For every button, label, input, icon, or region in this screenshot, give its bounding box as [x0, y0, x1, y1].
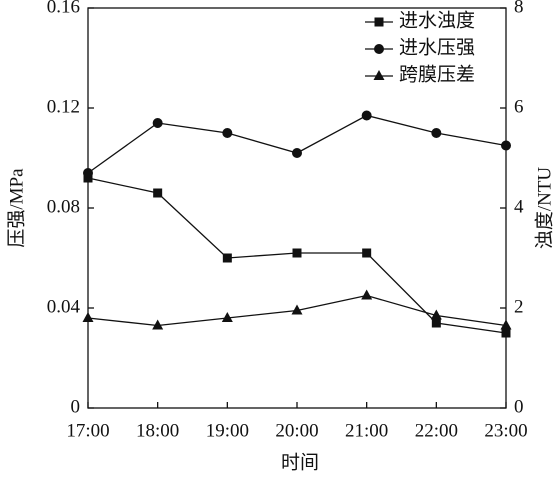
marker-circle: [374, 44, 384, 54]
legend-label: 跨膜压差: [399, 63, 475, 85]
y2-tick-label: 0: [514, 396, 524, 417]
y-tick-label: 0: [71, 396, 81, 417]
y-tick-label: 0.12: [47, 96, 80, 117]
marker-triangle: [361, 289, 373, 300]
y-axis-label: 压强/MPa: [6, 168, 27, 248]
marker-circle: [501, 140, 511, 151]
y2-tick-label: 6: [514, 96, 524, 117]
marker-triangle: [221, 312, 233, 322]
marker-triangle: [152, 319, 164, 330]
x-tick-label: 18:00: [136, 420, 179, 441]
marker-triangle: [430, 309, 442, 320]
y2-tick-label: 2: [514, 296, 524, 317]
marker-square: [292, 248, 302, 258]
marker-circle: [83, 168, 93, 178]
x-tick-label: 19:00: [206, 420, 249, 441]
y2-axis-label: 浊度/NTU: [533, 167, 555, 250]
marker-circle: [361, 110, 372, 121]
marker-circle: [292, 148, 302, 158]
y-tick-label: 0.08: [47, 196, 80, 217]
marker-square: [431, 318, 441, 328]
marker-square: [222, 253, 232, 263]
x-tick-label: 21:00: [345, 420, 388, 441]
y2-tick-label: 8: [514, 0, 524, 17]
y-tick-label: 0.04: [47, 296, 81, 317]
y2-tick-label: 4: [514, 196, 524, 217]
marker-square: [153, 188, 163, 198]
x-tick-label: 23:00: [484, 420, 527, 441]
marker-triangle: [500, 319, 512, 330]
y-tick-label: 0.16: [47, 0, 80, 17]
marker-circle: [431, 128, 442, 138]
x-tick-label: 22:00: [415, 420, 458, 441]
marker-circle: [152, 118, 163, 128]
x-tick-label: 17:00: [66, 420, 109, 441]
marker-square: [362, 248, 372, 258]
legend-label: 进水浊度: [399, 9, 475, 31]
marker-triangle: [373, 70, 385, 80]
marker-square: [501, 328, 511, 338]
x-tick-label: 20:00: [275, 420, 318, 441]
marker-triangle: [291, 304, 303, 315]
marker-circle: [222, 128, 233, 138]
marker-square: [374, 17, 384, 27]
marker-triangle: [82, 312, 94, 322]
series-line: [87, 114, 507, 174]
x-axis-label: 时间: [281, 451, 319, 473]
legend-label: 进水压强: [399, 36, 475, 58]
